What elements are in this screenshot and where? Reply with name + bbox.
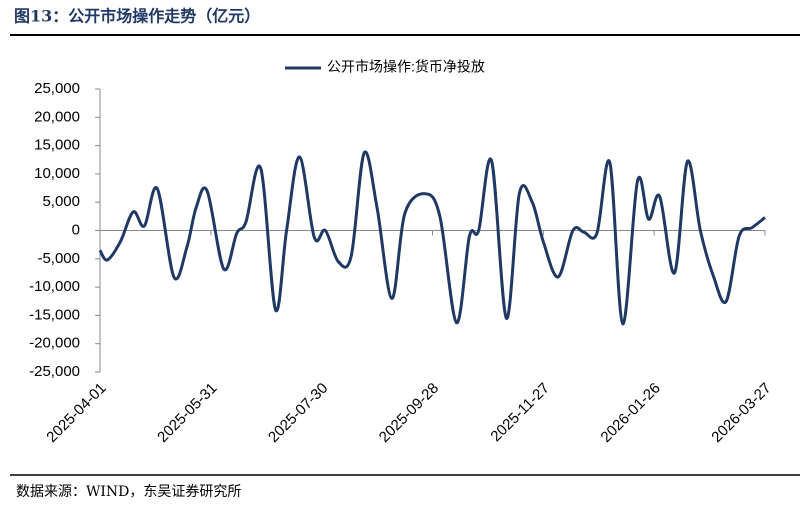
y-tick-label: 0 [72,221,80,238]
x-tick-label: 2025-11-27 [487,380,552,445]
x-tick-label: 2026-03-27 [708,380,774,446]
x-tick-label: 2025-04-01 [43,380,109,446]
y-tick-label: -5,000 [37,250,80,267]
y-tick-label: 15,000 [34,137,80,154]
y-tick-label: -10,000 [29,278,80,295]
x-tick-label: 2025-09-28 [376,380,442,446]
x-tick-label: 2026-01-26 [598,380,664,446]
series-line [98,150,766,326]
y-tick-label: -25,000 [29,363,80,380]
y-tick-label: 25,000 [34,80,80,97]
y-tick-label: -20,000 [29,335,80,352]
legend-label: 公开市场操作:货币净投放 [327,59,485,75]
x-tick-label: 2025-07-30 [265,380,331,446]
y-tick-label: 10,000 [34,165,80,182]
source: 数据来源：WIND，东吴证券研究所 [16,484,241,500]
x-tick-label: 2025-05-31 [154,380,220,446]
y-tick-label: 20,000 [34,108,80,125]
y-tick-label: -15,000 [29,306,80,323]
y-tick-label: 5,000 [42,193,80,210]
chart-title: 图13：公开市场操作走势（亿元） [14,7,260,26]
